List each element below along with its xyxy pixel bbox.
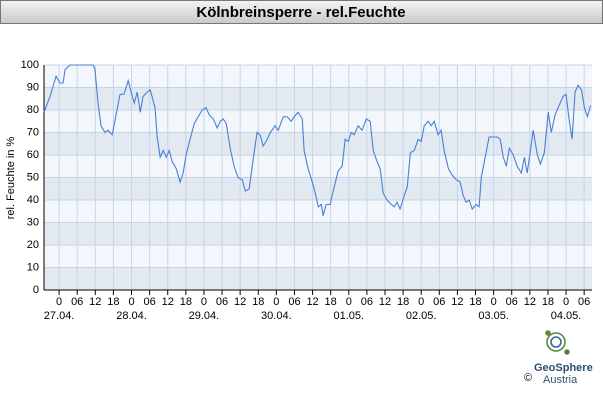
date-label: 04.05. [551, 310, 582, 322]
x-tick-label: 06 [71, 296, 83, 308]
x-tick-label: 0 [273, 296, 279, 308]
x-tick-label: 18 [469, 296, 481, 308]
chart-title: Kölnbreinsperre - rel.Feuchte [196, 4, 405, 21]
date-label: 28.04. [116, 310, 147, 322]
y-tick-label: 40 [27, 194, 39, 206]
x-tick-label: 18 [252, 296, 264, 308]
x-tick-label: 0 [201, 296, 207, 308]
band [44, 267, 592, 290]
band [44, 245, 592, 268]
x-tick-label: 0 [418, 296, 424, 308]
band [44, 200, 592, 223]
x-tick-label: 12 [89, 296, 101, 308]
logo-icon [545, 330, 570, 355]
plot-area: 0 10 20 30 40 50 60 70 80 90 100 0 06 12 18 0 06 12 18 0 06 1… [21, 59, 592, 322]
x-tick-label: 18 [325, 296, 337, 308]
y-tick-label: 30 [27, 216, 39, 228]
x-tick-label: 18 [107, 296, 119, 308]
band [44, 110, 592, 133]
x-tick-label: 18 [542, 296, 554, 308]
y-axis-label: rel. Feuchte in % [5, 137, 17, 220]
band [44, 132, 592, 155]
x-tick-label: 06 [578, 296, 590, 308]
date-label: 30.04. [261, 310, 292, 322]
x-tick-label: 12 [162, 296, 174, 308]
y-tick-label: 60 [27, 149, 39, 161]
band [44, 222, 592, 245]
logo-name: GeoSphere [534, 362, 593, 374]
y-tick-label: 80 [27, 104, 39, 116]
y-tick-label: 20 [27, 239, 39, 251]
x-tick-label: 06 [433, 296, 445, 308]
date-label: 27.04. [44, 310, 75, 322]
data-line [43, 64, 592, 216]
y-tick-label: 70 [27, 126, 39, 138]
x-tick-label: 06 [143, 296, 155, 308]
logo-country: Austria [543, 374, 578, 386]
y-tick-label: 90 [27, 81, 39, 93]
x-tick-label: 12 [306, 296, 318, 308]
x-tick-label: 06 [506, 296, 518, 308]
date-label: 02.05. [406, 310, 437, 322]
y-tick-label: 0 [33, 284, 39, 296]
x-tick-label: 12 [234, 296, 246, 308]
y-tick-label: 10 [27, 261, 39, 273]
x-tick-label: 18 [180, 296, 192, 308]
x-tick-label: 12 [379, 296, 391, 308]
x-tick-label: 0 [491, 296, 497, 308]
date-label: 29.04. [189, 310, 220, 322]
band [44, 155, 592, 178]
y-tick-label: 50 [27, 171, 39, 183]
date-label: 01.05. [333, 310, 364, 322]
x-tick-label: 0 [563, 296, 569, 308]
x-tick-label: 18 [397, 296, 409, 308]
x-tick-label: 06 [288, 296, 300, 308]
x-tick-label: 0 [56, 296, 62, 308]
x-tick-label: 0 [346, 296, 352, 308]
date-label: 03.05. [478, 310, 509, 322]
y-tick-label: 100 [21, 59, 39, 71]
x-tick-label: 06 [361, 296, 373, 308]
x-tick-label: 12 [451, 296, 463, 308]
band [44, 177, 592, 200]
x-tick-label: 12 [524, 296, 536, 308]
logo-copyright: © [524, 372, 532, 384]
band [44, 65, 592, 88]
x-tick-label: 0 [128, 296, 134, 308]
band [44, 87, 592, 110]
x-tick-label: 06 [216, 296, 228, 308]
